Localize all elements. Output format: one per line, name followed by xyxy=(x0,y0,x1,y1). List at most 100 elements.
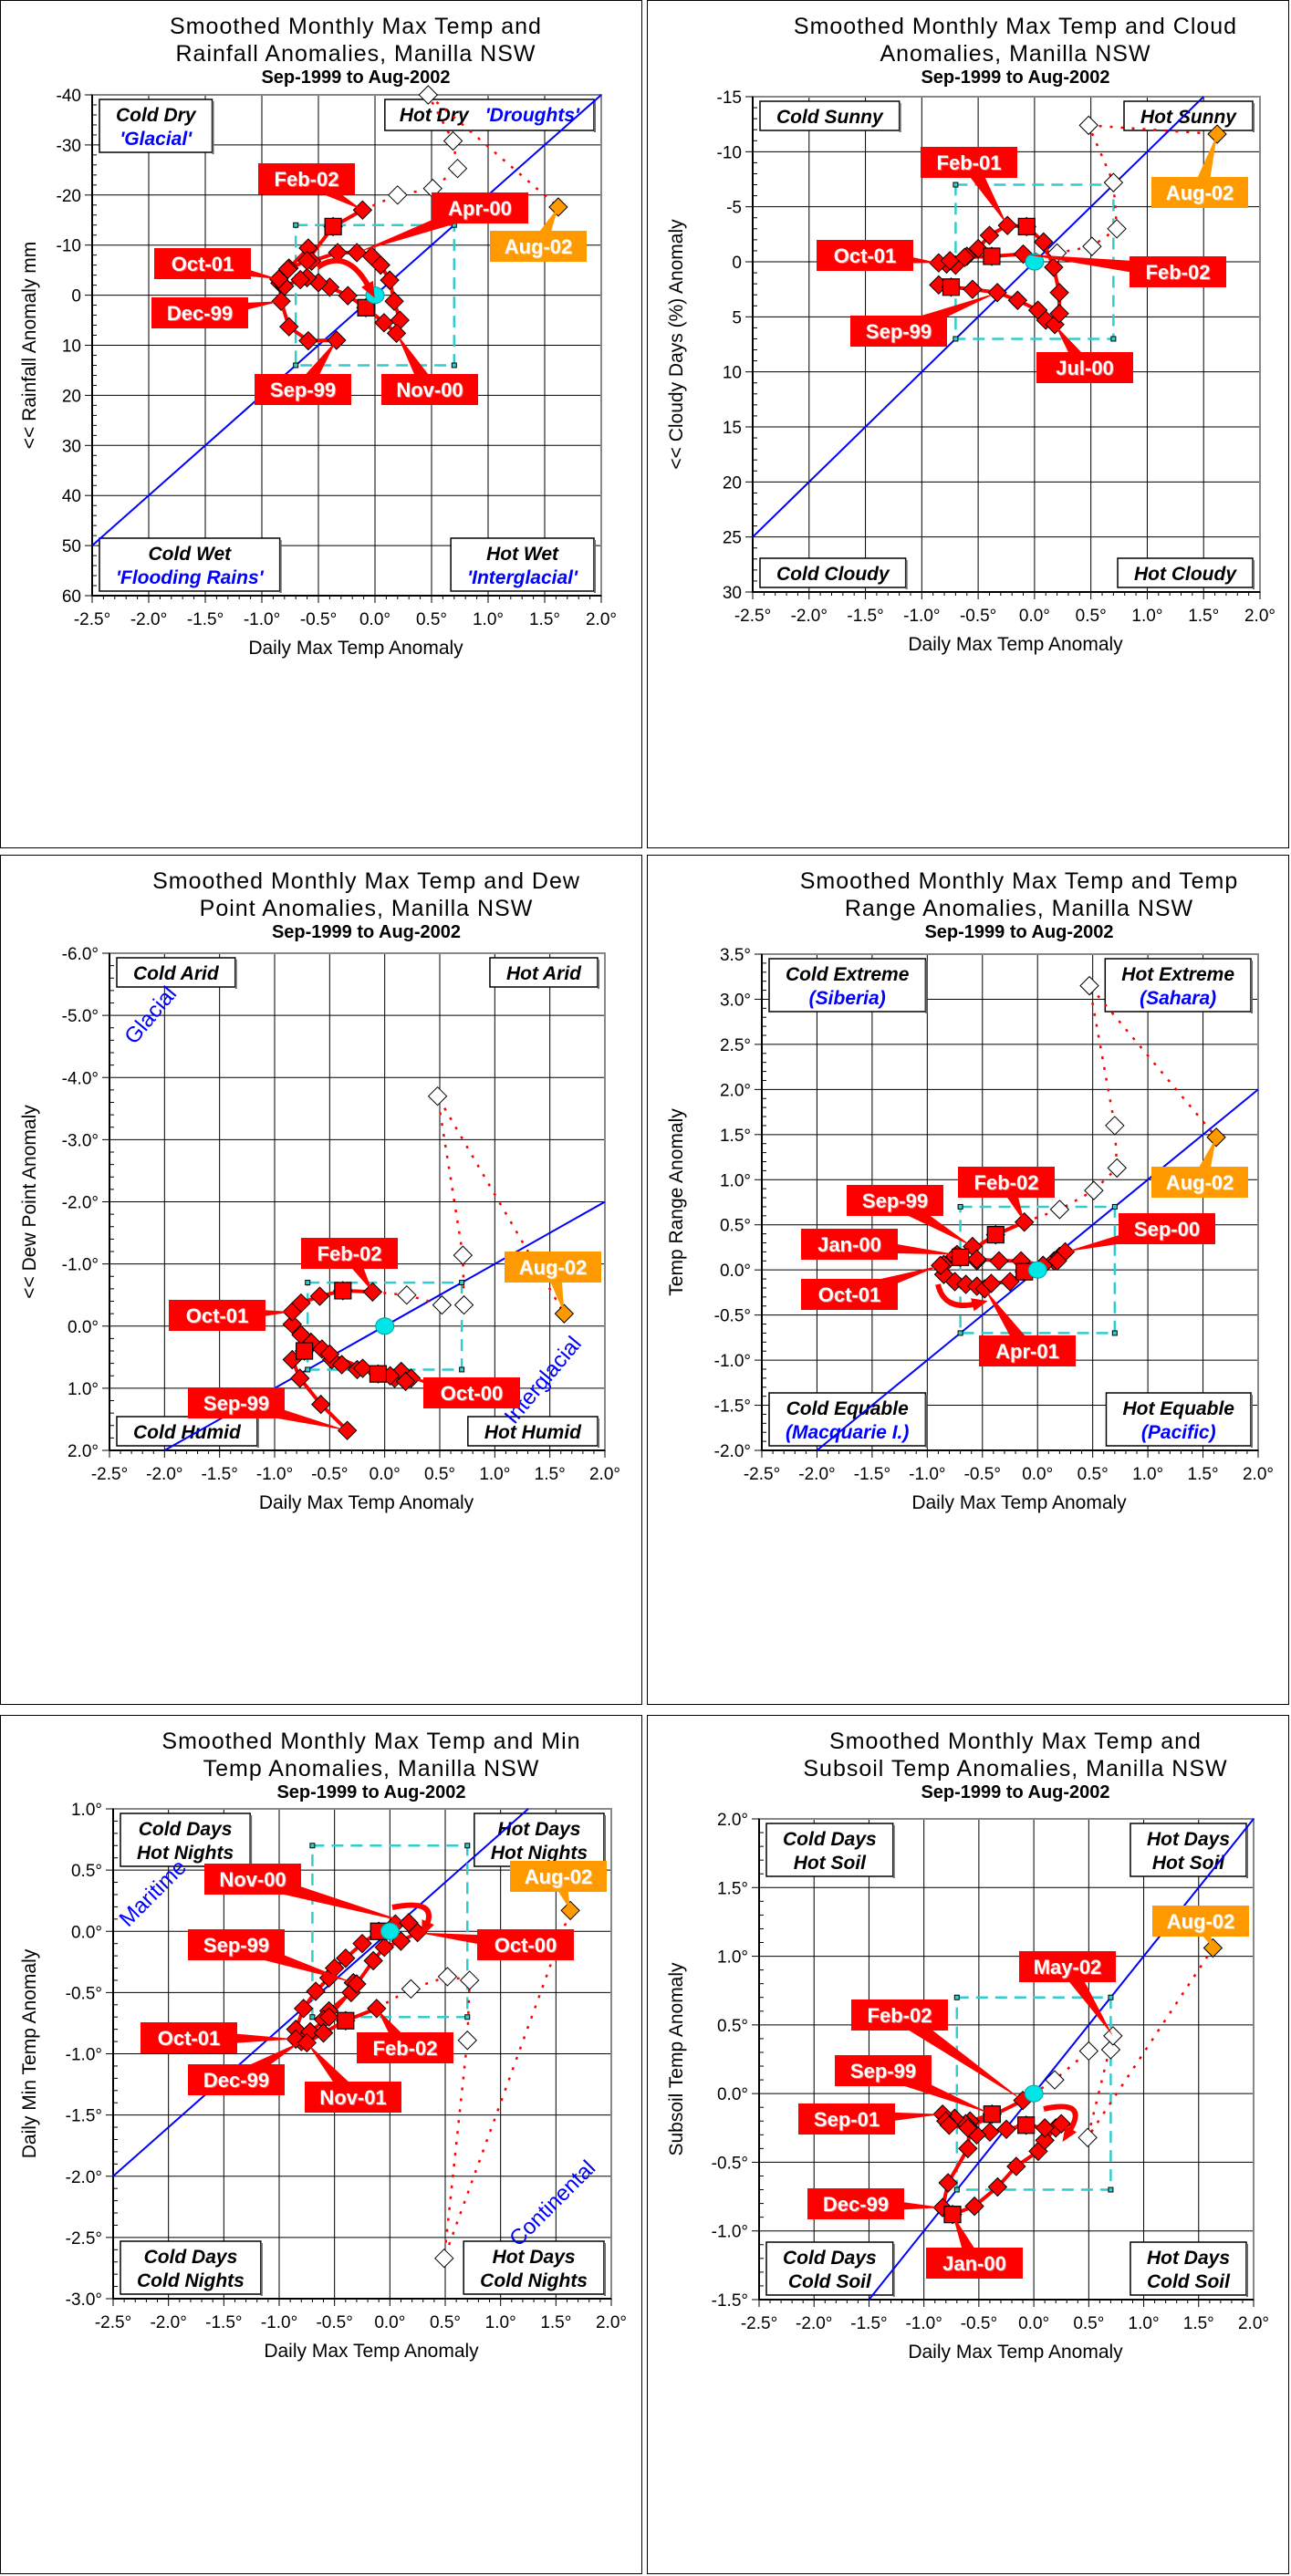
quadrant-title: Cold Cloudy xyxy=(776,564,890,585)
trajectory-point xyxy=(347,1974,367,1994)
recent-point xyxy=(1078,115,1098,136)
annotation-label: Feb-02 xyxy=(318,1242,382,1265)
x-tick-label: 2.0° xyxy=(1243,1465,1274,1484)
x-tick-label: -2.0° xyxy=(791,607,828,626)
quadrant-box-shadow xyxy=(925,1395,928,1448)
y-tick-label: -1.0° xyxy=(714,1352,751,1371)
chart-title-line: Rainfall Anomalies, Manilla NSW xyxy=(175,41,536,67)
chart-title-line: Smoothed Monthly Max Temp and xyxy=(829,1729,1202,1754)
x-tick-label: 0.0° xyxy=(370,1465,401,1484)
recent-point xyxy=(1045,2070,1065,2090)
y-tick-label: -30 xyxy=(57,137,81,156)
normal-box-corner xyxy=(464,1843,471,1849)
recent-point xyxy=(457,2031,477,2051)
x-tick-label: 0.0° xyxy=(1019,607,1050,626)
y-tick-label: 5 xyxy=(732,308,742,327)
annotation-label: Aug-02 xyxy=(1167,1910,1235,1933)
annotation-box xyxy=(204,1864,301,1895)
chart-panel-cloud: Smoothed Monthly Max Temp and Cloud Anoma… xyxy=(647,0,1289,848)
gridlines xyxy=(758,1818,1255,2301)
year-start-point xyxy=(952,1248,970,1266)
trajectory-point xyxy=(290,1368,310,1388)
trajectory-point xyxy=(291,1293,311,1314)
annotation-label: Feb-01 xyxy=(937,151,1002,174)
x-tick-label: -2.0° xyxy=(146,1465,182,1484)
annotation-box xyxy=(301,1238,398,1269)
annotation-shadow: Feb-02 xyxy=(869,2005,933,2028)
annotation-shadow: Oct-01 xyxy=(187,1305,249,1328)
trajectory-point xyxy=(938,2173,958,2193)
quadrant-box-shadow xyxy=(1251,1395,1253,1448)
quadrant-box-shadow xyxy=(1246,2244,1248,2297)
annotation-box xyxy=(432,192,528,223)
annotation-shadow: Sep-99 xyxy=(204,1935,270,1958)
trajectory-point xyxy=(297,251,318,271)
recent-point xyxy=(1082,236,1102,256)
chart-subtitle: Sep-1999 to Aug-2002 xyxy=(921,68,1109,88)
quadrant-title: Cold Arid xyxy=(133,963,220,984)
chart-cloud: Smoothed Monthly Max Temp and CloudAnoma… xyxy=(666,14,1275,655)
annotation-box xyxy=(154,248,251,279)
annotation-shadow: Feb-02 xyxy=(374,2038,439,2061)
chart-title-line: Smoothed Monthly Max Temp and Min xyxy=(161,1729,580,1754)
latest-point xyxy=(1203,1937,1223,1958)
trajectory-point xyxy=(1049,304,1069,324)
x-tick-label: -1.5° xyxy=(850,2314,887,2333)
x-tick-label: 2.0° xyxy=(596,2313,627,2332)
recent-point xyxy=(442,130,463,151)
trajectory-point xyxy=(939,2115,960,2135)
trajectory-point xyxy=(980,2122,1000,2143)
recent-point xyxy=(1084,1180,1104,1200)
reference-line xyxy=(868,1818,1255,2301)
y-tick-label: 40 xyxy=(62,487,81,506)
y-tick-label: -10 xyxy=(57,237,81,256)
y-tick-label: 0.0° xyxy=(720,1262,751,1281)
annotation-label: Jul-00 xyxy=(1056,357,1114,379)
y-tick-label: 10 xyxy=(62,338,81,357)
annotation-label: Sep-99 xyxy=(270,379,336,401)
annotation-label: Jan-00 xyxy=(817,1233,881,1256)
plot-area xyxy=(761,953,1259,1451)
normal-box-corner xyxy=(459,1280,465,1286)
origin-marker xyxy=(375,1317,395,1335)
quadrant-title: Hot Days xyxy=(493,2247,576,2268)
y-tick-label: -1.5° xyxy=(714,1397,751,1417)
trajectory-point xyxy=(337,1420,358,1440)
trajectory-point xyxy=(1006,2156,1026,2176)
trajectory-point xyxy=(374,313,394,333)
x-tick-label: -1.5° xyxy=(201,1465,237,1484)
year-start-point xyxy=(369,1365,388,1383)
quadrant-title: Hot Wet xyxy=(486,544,559,565)
normal-box-corner xyxy=(464,2014,471,2020)
annotation-label: Dec-99 xyxy=(167,302,233,325)
chart-title-line: Smoothed Monthly Max Temp and Dew xyxy=(152,868,580,894)
normal-box-corner xyxy=(957,1330,963,1336)
x-tick-label: -1.0° xyxy=(261,2313,297,2332)
annotation-shadow: Sep-99 xyxy=(863,1190,929,1213)
chart-title-line: Temp Anomalies, Manilla NSW xyxy=(203,1756,540,1781)
y-tick-label: -40 xyxy=(57,87,81,106)
trajectory-point xyxy=(931,1255,951,1275)
y-tick-label: 60 xyxy=(62,587,81,607)
trajectory-point xyxy=(996,2119,1016,2139)
quadrant-box-shadow xyxy=(1253,103,1255,132)
quadrant-title: Hot Extreme xyxy=(1121,964,1234,985)
annotation-label: Aug-02 xyxy=(519,1256,588,1279)
annotation-box xyxy=(188,1929,285,1960)
annotation-shadow: Sep-99 xyxy=(204,1393,270,1416)
y-tick-label: 20 xyxy=(62,387,81,406)
annotation-label: Feb-02 xyxy=(1146,261,1211,284)
annotation-label: Feb-02 xyxy=(373,2037,438,2060)
quadrant-title: Hot Equable xyxy=(1122,1398,1234,1419)
y-tick-label: 1.0° xyxy=(71,1801,102,1820)
annotation-box xyxy=(1152,1906,1249,1937)
trajectory-point xyxy=(958,2118,978,2138)
